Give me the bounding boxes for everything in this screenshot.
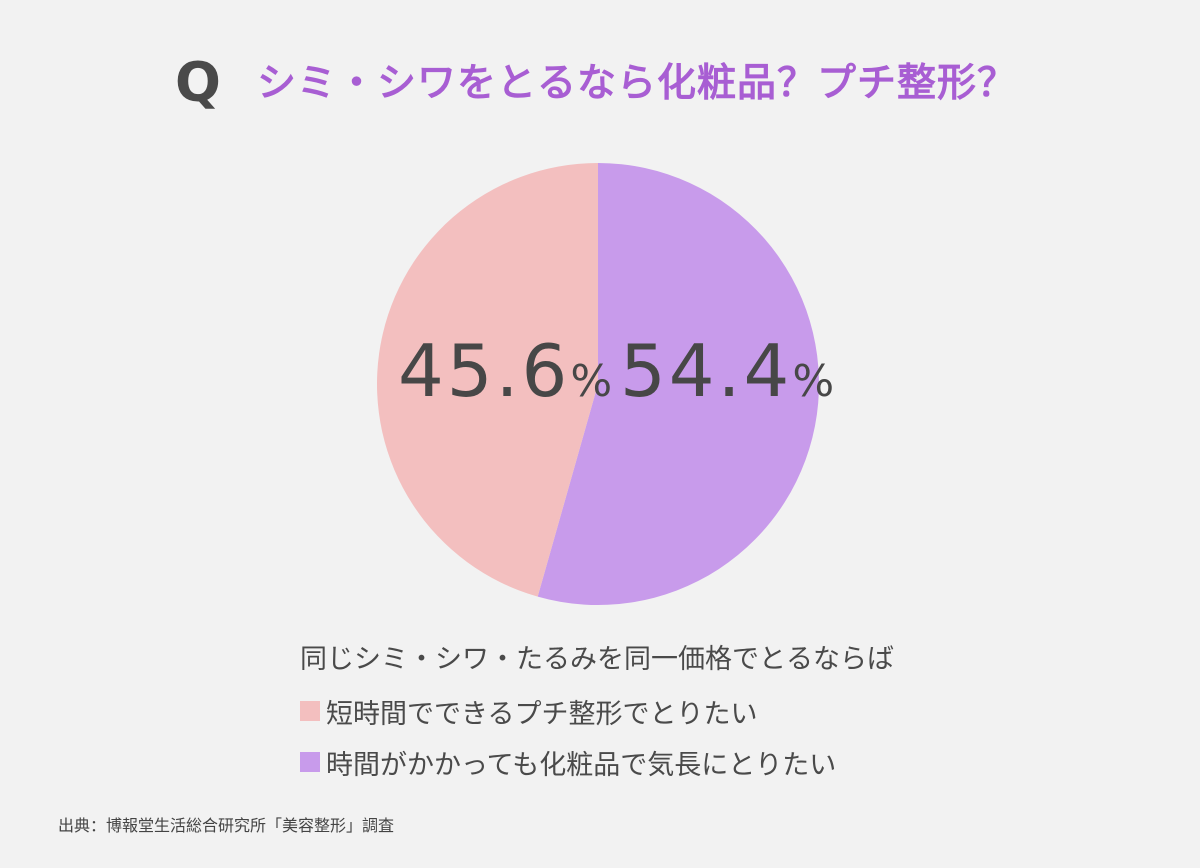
legend-swatch-purple — [300, 752, 320, 772]
legend-item-cosmetics: 時間がかかっても化粧品で気長にとりたい — [300, 742, 894, 782]
source-note: 出典：博報堂生活総合研究所「美容整形」調査 — [58, 816, 395, 835]
pie-slice-petit-surgery — [376, 163, 598, 597]
q-label: Q — [175, 51, 221, 114]
pie-label-cosmetics: 54.4% — [620, 335, 834, 407]
title-row: Q シミ・シワをとるなら化粧品？プチ整形？ — [175, 56, 1017, 110]
percent-sign: % — [570, 356, 613, 407]
legend-label: 時間がかかっても化粧品で気長にとりたい — [326, 749, 837, 781]
pie-label-petit-surgery: 45.6% — [398, 335, 612, 407]
legend: 同じシミ・シワ・たるみを同一価格でとるならば 短時間でできるプチ整形でとりたい … — [300, 640, 894, 782]
value-text: 45.6 — [398, 329, 571, 413]
value-text: 54.4 — [620, 329, 793, 413]
legend-item-petit-surgery: 短時間でできるプチ整形でとりたい — [300, 691, 894, 731]
pie-chart — [376, 163, 819, 605]
legend-heading: 同じシミ・シワ・たるみを同一価格でとるならば — [300, 644, 894, 675]
percent-sign: % — [792, 356, 835, 407]
pie-slice-cosmetics — [537, 163, 819, 605]
legend-label: 短時間でできるプチ整形でとりたい — [326, 698, 758, 730]
chart-title: シミ・シワをとるなら化粧品？プチ整形？ — [257, 60, 1018, 106]
legend-swatch-pink — [300, 701, 320, 721]
